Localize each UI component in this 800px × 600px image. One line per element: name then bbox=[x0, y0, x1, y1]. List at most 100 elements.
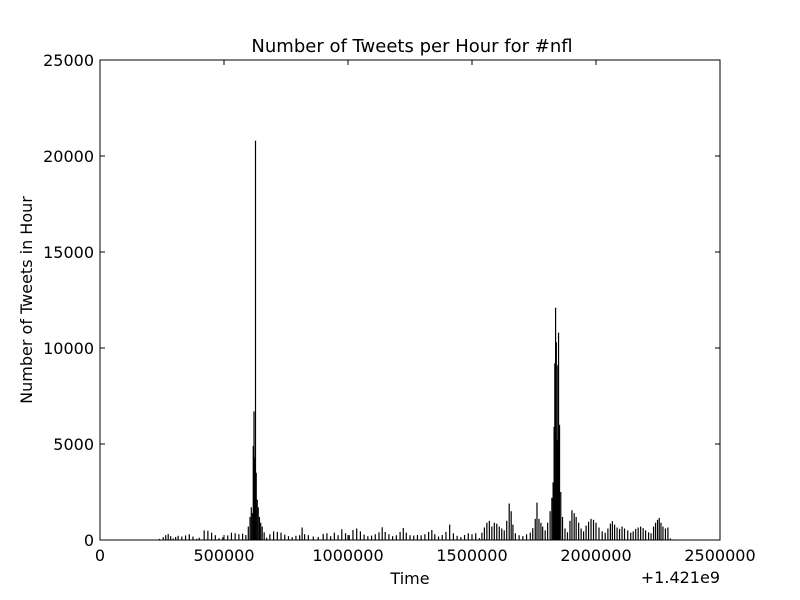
bar bbox=[326, 533, 328, 540]
bar bbox=[506, 520, 508, 540]
bar bbox=[374, 534, 376, 540]
bar bbox=[252, 445, 254, 540]
bar bbox=[307, 535, 309, 540]
bar bbox=[242, 533, 244, 540]
bar bbox=[269, 534, 271, 540]
bar bbox=[483, 527, 485, 540]
bar bbox=[587, 521, 590, 540]
bar bbox=[662, 526, 664, 540]
bar bbox=[481, 532, 483, 540]
bar bbox=[569, 520, 571, 540]
bar bbox=[222, 537, 224, 540]
bar bbox=[291, 537, 293, 540]
bar bbox=[211, 532, 213, 540]
bar bbox=[642, 528, 644, 540]
bar bbox=[575, 516, 577, 540]
y-tick-label: 20000 bbox=[43, 147, 94, 166]
bar bbox=[493, 522, 495, 540]
bar bbox=[529, 532, 531, 540]
plot-frame bbox=[99, 59, 721, 541]
bar bbox=[536, 502, 538, 540]
bar bbox=[553, 426, 555, 540]
bar bbox=[301, 527, 303, 540]
bar bbox=[330, 536, 332, 540]
bar bbox=[522, 536, 524, 540]
bar bbox=[456, 535, 458, 540]
bar bbox=[158, 538, 161, 540]
bar bbox=[667, 527, 669, 540]
bar bbox=[542, 526, 544, 540]
bar bbox=[552, 482, 554, 540]
bar bbox=[555, 342, 557, 540]
bar bbox=[441, 535, 443, 540]
bar bbox=[437, 536, 440, 540]
bar bbox=[162, 537, 164, 540]
bar bbox=[554, 307, 557, 540]
bar bbox=[284, 534, 286, 540]
bar bbox=[463, 535, 466, 540]
y-tick-label: 25000 bbox=[43, 51, 94, 70]
bar bbox=[652, 526, 655, 540]
bar bbox=[616, 527, 618, 540]
bar bbox=[295, 535, 297, 540]
bar bbox=[192, 536, 194, 540]
bar bbox=[561, 516, 564, 540]
bar bbox=[249, 516, 251, 540]
bar bbox=[181, 536, 183, 540]
y-tick-label: 5000 bbox=[53, 435, 94, 454]
bar bbox=[312, 536, 314, 540]
bar bbox=[640, 526, 642, 540]
bar bbox=[551, 497, 553, 540]
bar bbox=[498, 526, 500, 540]
bar bbox=[254, 140, 257, 540]
bar bbox=[664, 528, 667, 540]
y-axis-label: Number of Tweets in Hour bbox=[17, 196, 36, 404]
bar bbox=[460, 537, 462, 540]
bar bbox=[230, 532, 233, 540]
x-tick-label: 0 bbox=[95, 546, 105, 565]
bar bbox=[399, 531, 401, 540]
y-tick-label: 10000 bbox=[43, 339, 94, 358]
bar bbox=[621, 526, 623, 540]
bar bbox=[384, 531, 386, 540]
bar bbox=[260, 522, 262, 540]
bar bbox=[650, 533, 652, 540]
bar bbox=[337, 535, 339, 540]
bar bbox=[669, 538, 671, 540]
bar bbox=[627, 530, 629, 540]
bar bbox=[503, 530, 505, 540]
bar bbox=[247, 526, 249, 540]
bar bbox=[557, 365, 559, 540]
bar bbox=[207, 530, 209, 540]
bar bbox=[402, 528, 404, 540]
bar bbox=[658, 517, 660, 540]
bar bbox=[395, 535, 397, 540]
bar bbox=[630, 532, 632, 540]
bar bbox=[258, 516, 261, 540]
bar bbox=[322, 533, 324, 540]
bar bbox=[167, 534, 169, 540]
bar bbox=[618, 528, 621, 540]
bar bbox=[452, 533, 454, 540]
bar bbox=[607, 528, 609, 540]
bar bbox=[544, 530, 546, 540]
bar bbox=[654, 522, 657, 540]
bar bbox=[409, 535, 411, 540]
bar bbox=[420, 535, 422, 540]
bar bbox=[333, 532, 335, 540]
bar bbox=[496, 523, 498, 540]
x-axis-ticks: 0 500000 1000000 1500000 2000000 2500000 bbox=[95, 60, 756, 565]
bar bbox=[234, 533, 236, 540]
bar bbox=[359, 531, 361, 540]
bar bbox=[592, 519, 595, 540]
bar bbox=[431, 530, 433, 540]
bar bbox=[514, 533, 516, 540]
bar bbox=[250, 507, 252, 540]
bar bbox=[175, 536, 177, 540]
bar bbox=[388, 534, 390, 540]
bar bbox=[188, 534, 190, 540]
bar bbox=[341, 529, 343, 540]
bar bbox=[635, 528, 637, 540]
bar bbox=[445, 531, 447, 540]
bar bbox=[623, 528, 626, 540]
